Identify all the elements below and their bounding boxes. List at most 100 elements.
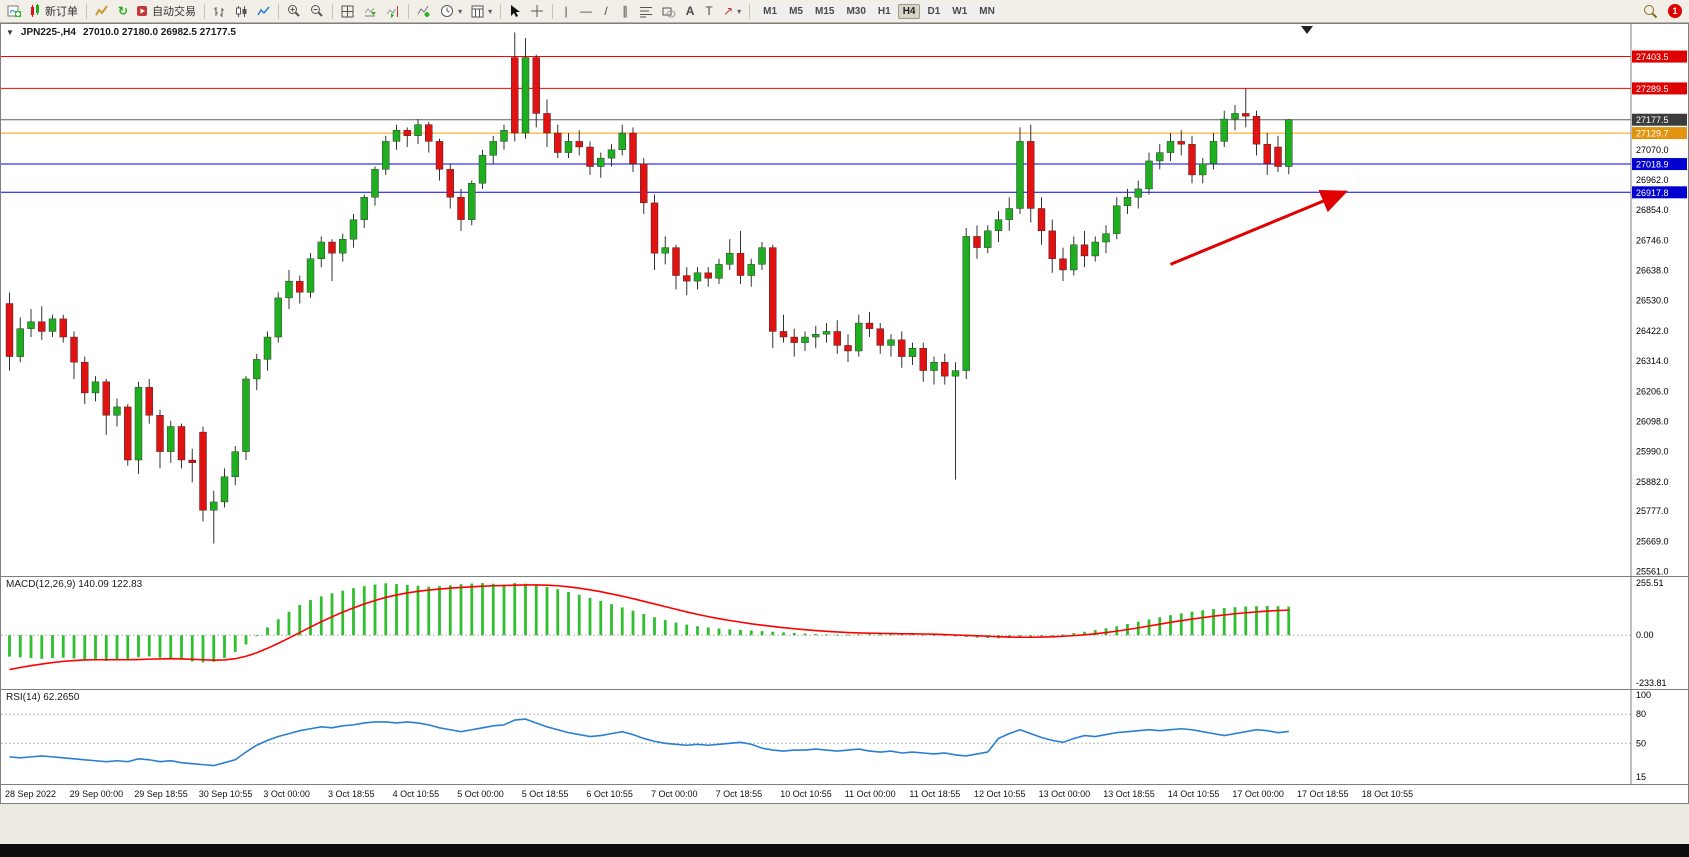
new-order-label: 新订单 <box>45 6 78 18</box>
alert-count-badge[interactable]: 1 <box>1668 4 1682 18</box>
channel-icon: ∥ <box>622 4 629 18</box>
add-indicator-button[interactable] <box>413 2 435 20</box>
refresh-button[interactable]: ↻ <box>114 2 132 20</box>
time-axis-label: 4 Oct 10:55 <box>392 789 440 799</box>
svg-text:26962.0: 26962.0 <box>1636 175 1669 185</box>
text-icon: A <box>685 4 695 18</box>
timeframe-button-m1[interactable]: M1 <box>758 3 783 19</box>
svg-text:26638.0: 26638.0 <box>1636 266 1669 276</box>
text-tool-button[interactable]: A <box>681 2 699 20</box>
templates-button[interactable]: ▾ <box>467 2 496 20</box>
time-axis-label: 5 Oct 18:55 <box>521 789 569 799</box>
toolbar-separator <box>408 3 410 19</box>
macd-pane[interactable]: 255.51 0.00 -233.81 MACD(12,26,9) 140.09 1… <box>1 577 1688 690</box>
crosshair-tool-button[interactable] <box>526 2 548 20</box>
macd-signal-line <box>9 584 1289 671</box>
shapes-tool-button[interactable] <box>658 2 680 20</box>
svg-text:27070.0: 27070.0 <box>1636 145 1669 155</box>
zoom-in-button[interactable] <box>283 2 305 20</box>
label-tool-button[interactable]: T <box>700 2 718 20</box>
autotrade-button[interactable]: 自动交易 <box>133 2 200 20</box>
new-order-button[interactable]: 新订单 <box>26 2 82 20</box>
main-toolbar: 新订单 ↻ 自动交易 ▾ ▾ <box>0 0 1689 23</box>
search-button[interactable] <box>1639 2 1662 20</box>
time-axis-label: 29 Sep 18:55 <box>134 789 188 799</box>
bottom-bar <box>0 844 1689 857</box>
svg-text:27177.5: 27177.5 <box>1636 115 1669 125</box>
fibonacci-icon <box>640 6 653 17</box>
svg-text:50: 50 <box>1636 738 1646 748</box>
autotrade-label: 自动交易 <box>152 6 197 18</box>
arrows-tool-button[interactable]: ↗ ▾ <box>719 2 745 20</box>
timeframe-button-h4[interactable]: H4 <box>897 3 921 19</box>
svg-text:26422.0: 26422.0 <box>1636 326 1669 336</box>
svg-text:27403.5: 27403.5 <box>1636 52 1669 62</box>
rsi-line <box>9 718 1289 767</box>
svg-text:15: 15 <box>1636 772 1646 782</box>
svg-text:27129.7: 27129.7 <box>1636 129 1669 139</box>
zoom-out-button[interactable] <box>306 2 328 20</box>
timeframe-button-d1[interactable]: D1 <box>922 3 946 19</box>
vertical-line-icon: | <box>564 4 568 18</box>
svg-text:-233.81: -233.81 <box>1636 678 1667 688</box>
time-axis-label: 18 Oct 10:55 <box>1361 789 1414 799</box>
tile-windows-icon <box>341 5 354 17</box>
svg-text:100: 100 <box>1636 690 1651 700</box>
time-axis[interactable]: 28 Sep 2022 29 Sep 00:00 29 Sep 18:55 30 Se… <box>1 785 1688 803</box>
price-axis-badges: 27403.5 27289.5 27177.5 27129.7 27018.9 26917… <box>1632 50 1687 199</box>
svg-text:26206.0: 26206.0 <box>1636 386 1669 396</box>
vertical-line-tool-button[interactable]: | <box>557 2 575 20</box>
timeframe-button-m15[interactable]: M15 <box>809 3 840 19</box>
svg-text:80: 80 <box>1636 709 1646 719</box>
svg-text:25777.0: 25777.0 <box>1636 506 1669 516</box>
bar-chart-mode-icon <box>214 6 225 17</box>
cursor-tool-button[interactable] <box>505 2 525 20</box>
clock-icon <box>441 5 454 17</box>
tile-windows-button[interactable] <box>337 2 358 20</box>
fibonacci-tool-button[interactable] <box>635 2 657 20</box>
toolbar-separator <box>500 3 502 19</box>
timeframe-button-m30[interactable]: M30 <box>841 3 871 19</box>
svg-text:26314.0: 26314.0 <box>1636 356 1669 366</box>
trendline-icon: / <box>604 4 608 18</box>
svg-text:255.51: 255.51 <box>1636 578 1664 588</box>
timeframe-button-h1[interactable]: H1 <box>872 3 896 19</box>
line-chart-mode-button[interactable] <box>253 2 274 20</box>
trendline-tool-button[interactable]: / <box>597 2 615 20</box>
timeframe-button-m5[interactable]: M5 <box>784 3 808 19</box>
horizontal-line-tool-button[interactable]: — <box>576 2 596 20</box>
indicator-list-button[interactable] <box>91 2 113 20</box>
toolbar-separator <box>552 3 554 19</box>
main-chart-canvas[interactable]: 27070.0 26962.0 26854.0 26746.0 26638.0 26530… <box>1 24 1688 576</box>
macd-canvas[interactable]: 255.51 0.00 -233.81 <box>1 577 1688 689</box>
channel-tool-button[interactable]: ∥ <box>616 2 634 20</box>
svg-text:25669.0: 25669.0 <box>1636 536 1669 546</box>
svg-text:0.00: 0.00 <box>1636 630 1654 640</box>
rsi-canvas[interactable]: 100 80 50 15 <box>1 690 1688 784</box>
chart-shift-icon <box>386 5 399 18</box>
svg-text:26746.0: 26746.0 <box>1636 235 1669 245</box>
period-clock-button[interactable]: ▾ <box>436 2 466 20</box>
candlestick-mode-button[interactable] <box>231 2 252 20</box>
toolbar-separator <box>278 3 280 19</box>
timeframe-button-w1[interactable]: W1 <box>947 3 973 19</box>
time-axis-label: 28 Sep 2022 <box>5 789 57 799</box>
time-axis-label: 17 Oct 18:55 <box>1297 789 1349 799</box>
time-axis-label: 10 Oct 10:55 <box>780 789 832 799</box>
autotrade-icon <box>137 6 148 16</box>
svg-text:26854.0: 26854.0 <box>1636 205 1669 215</box>
toolbar-separator <box>749 3 751 19</box>
rsi-pane[interactable]: 100 80 50 15 RSI(14) 62.2650 <box>1 690 1688 785</box>
new-chart-icon <box>7 5 21 17</box>
main-price-pane[interactable]: 27070.0 26962.0 26854.0 26746.0 26638.0 26530… <box>1 24 1688 577</box>
timeframe-button-mn[interactable]: MN <box>974 3 1000 19</box>
time-axis-label: 11 Oct 00:00 <box>844 789 896 799</box>
candlestick-mode-icon <box>236 5 247 17</box>
chart-shift-button[interactable] <box>382 2 404 20</box>
time-axis-label: 13 Oct 18:55 <box>1103 789 1155 799</box>
bar-chart-mode-button[interactable] <box>209 2 230 20</box>
new-chart-button[interactable] <box>3 2 25 20</box>
toolbar-separator <box>332 3 334 19</box>
auto-scroll-button[interactable] <box>359 2 381 20</box>
candles <box>5 32 1293 544</box>
